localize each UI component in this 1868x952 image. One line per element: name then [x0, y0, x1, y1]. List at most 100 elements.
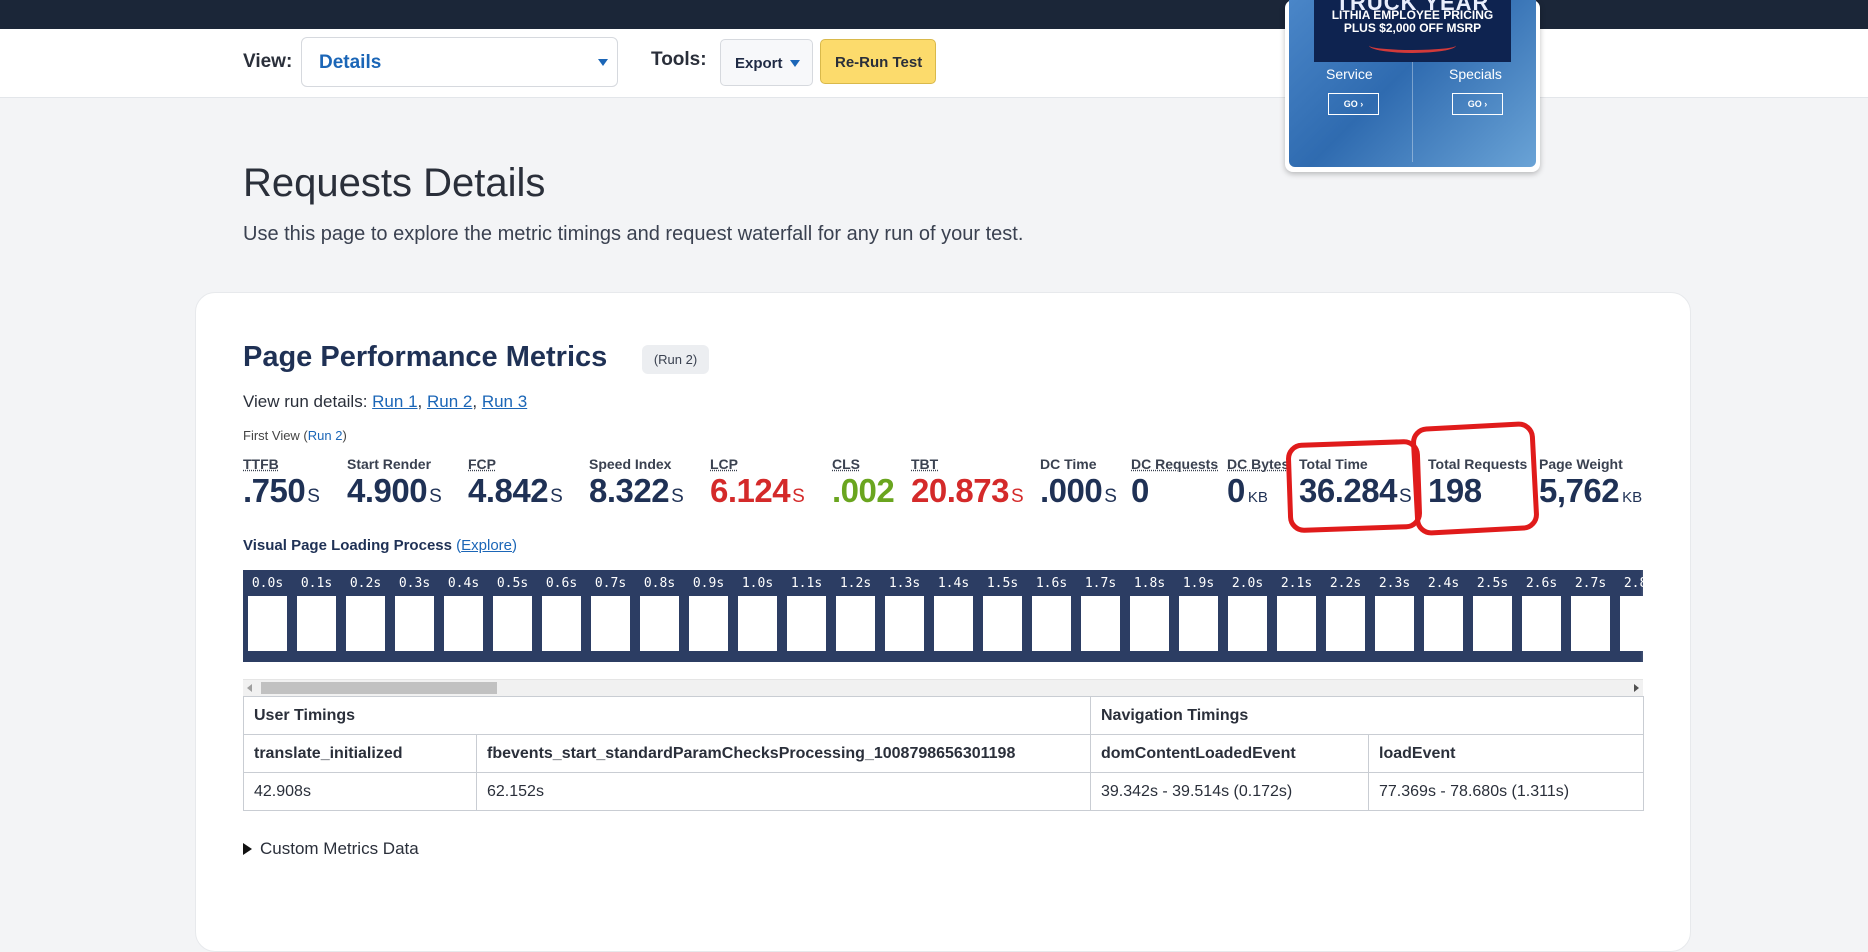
view-select-value: Details: [319, 52, 382, 73]
filmstrip-frame[interactable]: 1.4s: [929, 570, 978, 651]
ad-service-label: Service: [1326, 66, 1373, 82]
frame-time-label: 1.6s: [1035, 576, 1068, 591]
annotation-highlight-total-requests: [1410, 420, 1540, 537]
frame-time-label: 2.7s: [1574, 576, 1607, 591]
filmstrip-frame[interactable]: 1.0s: [733, 570, 782, 651]
metric-unit: S: [1398, 486, 1412, 507]
table-cell: 39.342s - 39.514s (0.172s): [1090, 772, 1369, 811]
filmstrip-frame[interactable]: 0.8s: [635, 570, 684, 651]
frame-thumbnail: [493, 596, 532, 651]
section-title: Page Performance Metrics: [243, 341, 608, 373]
metric-number: 5,762: [1539, 472, 1620, 509]
frame-time-label: 2.0s: [1231, 576, 1264, 591]
scroll-left-arrow-icon[interactable]: [247, 684, 252, 692]
explore-open: (: [451, 537, 462, 554]
filmstrip-frame[interactable]: 0.0s: [243, 570, 292, 651]
metric-value: 20.873 S: [911, 473, 1024, 515]
metric-number: 0: [1227, 472, 1245, 509]
filmstrip-frame[interactable]: 2.4s: [1419, 570, 1468, 651]
frame-time-label: 0.8s: [643, 576, 676, 591]
metric-value: .002: [832, 473, 895, 509]
advertisement[interactable]: TRUCK YEAR LITHIA EMPLOYEE PRICING PLUS …: [1285, 0, 1540, 172]
run-1-link[interactable]: Run 1: [372, 392, 418, 411]
filmstrip-frame[interactable]: 0.5s: [488, 570, 537, 651]
metric-number: 36.284: [1299, 472, 1397, 509]
run-2-link[interactable]: Run 2: [426, 392, 473, 411]
frame-time-label: 1.3s: [888, 576, 921, 591]
scrollbar-thumb[interactable]: [261, 682, 497, 694]
frame-thumbnail: [885, 596, 924, 651]
explore-link-text[interactable]: Explore: [461, 537, 512, 554]
ad-banner: TRUCK YEAR LITHIA EMPLOYEE PRICING PLUS …: [1314, 0, 1511, 62]
visual-loading-title: Visual Page Loading Process: [243, 537, 452, 554]
filmstrip-frame[interactable]: 0.1s: [292, 570, 341, 651]
export-button[interactable]: Export: [720, 39, 813, 86]
frame-thumbnail: [1522, 596, 1561, 651]
filmstrip-frame[interactable]: 2.3s: [1370, 570, 1419, 651]
filmstrip-frame[interactable]: 2.6s: [1517, 570, 1566, 651]
filmstrip-frame[interactable]: 0.7s: [586, 570, 635, 651]
filmstrip-frame[interactable]: 1.8s: [1125, 570, 1174, 651]
column-header: fbevents_start_standardParamChecksProces…: [476, 734, 1091, 773]
filmstrip-frame[interactable]: 2.7s: [1566, 570, 1615, 651]
filmstrip-frame[interactable]: 1.1s: [782, 570, 831, 651]
custom-metrics-toggle[interactable]: Custom Metrics Data: [243, 839, 419, 859]
metric-unit: S: [671, 486, 684, 507]
metric-lcp: LCP 6.124 S: [710, 456, 805, 515]
filmstrip-frame[interactable]: 1.7s: [1076, 570, 1125, 651]
frame-thumbnail: [1032, 596, 1071, 651]
metric-value: 5,762 KB: [1539, 473, 1642, 516]
filmstrip-frame[interactable]: 1.3s: [880, 570, 929, 651]
filmstrip[interactable]: 0.0s 0.1s 0.2s 0.3s 0.4s 0.5s 0.6s 0.7s 0.8s 0.9s…: [243, 570, 1643, 662]
filmstrip-frame[interactable]: 2.2s: [1321, 570, 1370, 651]
horizontal-scrollbar[interactable]: [243, 679, 1643, 696]
filmstrip-frame[interactable]: 2.8s: [1615, 570, 1643, 651]
column-header: domContentLoadedEvent: [1090, 734, 1369, 773]
filmstrip-frame[interactable]: 1.9s: [1174, 570, 1223, 651]
metric-cls: CLS .002: [832, 456, 895, 509]
metric-total-time: Total Time 36.284 S: [1299, 456, 1412, 515]
filmstrip-frame[interactable]: 0.2s: [341, 570, 390, 651]
tools-label: Tools:: [651, 49, 707, 70]
metric-unit: S: [550, 486, 563, 507]
metric-number: 20.873: [911, 472, 1009, 509]
frame-time-label: 1.1s: [790, 576, 823, 591]
filmstrip-frame[interactable]: 0.9s: [684, 570, 733, 651]
filmstrip-frame[interactable]: 0.6s: [537, 570, 586, 651]
ad-specials-go-button[interactable]: GO ›: [1452, 93, 1503, 115]
run-3-link[interactable]: Run 3: [481, 392, 528, 411]
frame-time-label: 2.4s: [1427, 576, 1460, 591]
ad-service-go-button[interactable]: GO ›: [1328, 93, 1379, 115]
rerun-test-button[interactable]: Re-Run Test: [820, 39, 936, 84]
frame-time-label: 0.7s: [594, 576, 627, 591]
filmstrip-frame[interactable]: 0.4s: [439, 570, 488, 651]
filmstrip-frame[interactable]: 2.1s: [1272, 570, 1321, 651]
filmstrip-frame[interactable]: 0.3s: [390, 570, 439, 651]
filmstrip-frame[interactable]: 1.5s: [978, 570, 1027, 651]
view-label: View:: [243, 51, 293, 72]
metric-dc-requests: DC Requests 0: [1131, 456, 1218, 509]
custom-metrics-label: Custom Metrics Data: [260, 839, 419, 858]
filmstrip-frame[interactable]: 1.6s: [1027, 570, 1076, 651]
metric-dc-time: DC Time .000 S: [1040, 456, 1117, 515]
frame-thumbnail: [1228, 596, 1267, 651]
metric-value: 8.322 S: [589, 473, 684, 515]
frame-time-label: 2.8s: [1623, 576, 1643, 591]
frame-thumbnail: [1375, 596, 1414, 651]
export-button-label: Export: [735, 55, 783, 72]
run-details-label: View run details:: [243, 392, 368, 411]
frame-thumbnail: [787, 596, 826, 651]
frame-time-label: 1.7s: [1084, 576, 1117, 591]
explore-link[interactable]: (Explore): [452, 537, 517, 554]
frame-time-label: 2.5s: [1476, 576, 1509, 591]
view-select[interactable]: Details: [301, 37, 618, 87]
first-view-run-link[interactable]: Run 2: [307, 428, 343, 443]
frame-time-label: 2.2s: [1329, 576, 1362, 591]
scroll-right-arrow-icon[interactable]: [1634, 684, 1639, 692]
metric-page-weight: Page Weight 5,762 KB: [1539, 456, 1642, 516]
metric-number: 198: [1428, 472, 1482, 509]
filmstrip-frame[interactable]: 2.5s: [1468, 570, 1517, 651]
filmstrip-frame[interactable]: 1.2s: [831, 570, 880, 651]
metric-unit: S: [307, 486, 320, 507]
filmstrip-frame[interactable]: 2.0s: [1223, 570, 1272, 651]
